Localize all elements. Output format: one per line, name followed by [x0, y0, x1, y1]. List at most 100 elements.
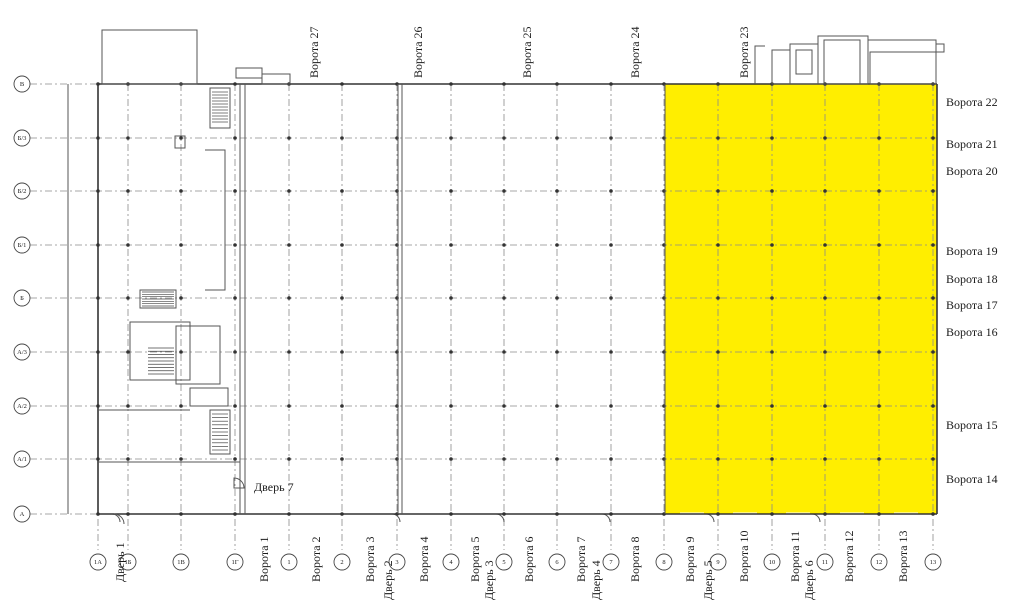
annex-rooms [101, 29, 945, 85]
column-node [179, 404, 183, 408]
door-swing [811, 513, 821, 523]
column-node [877, 404, 881, 408]
column-node [770, 189, 774, 193]
column-node [931, 350, 935, 354]
bottom-opening-label: Ворота 4 [417, 536, 431, 582]
door-swing [705, 513, 715, 523]
column-node [877, 243, 881, 247]
column-node [449, 243, 453, 247]
column-node [823, 350, 827, 354]
bottom-opening-label: Дверь 5 [701, 560, 715, 600]
column-node [823, 136, 827, 140]
column-axis-label: 2 [340, 559, 343, 566]
bottom-opening-label: Ворота 9 [683, 536, 697, 582]
column-node [716, 350, 720, 354]
column-node [609, 136, 613, 140]
column-node [823, 189, 827, 193]
column-node [609, 350, 613, 354]
column-node [716, 189, 720, 193]
column-node [502, 404, 506, 408]
bottom-opening-label: Ворота 11 [788, 531, 802, 582]
column-node [233, 457, 237, 461]
column-node [609, 296, 613, 300]
door-7-label: Дверь 7 [254, 480, 294, 494]
bottom-opening-label: Дверь 3 [482, 560, 496, 600]
column-node [877, 457, 881, 461]
gate-label-right: Ворота 18 [946, 272, 998, 286]
column-node [555, 189, 559, 193]
column-node [233, 243, 237, 247]
column-axis-label: 11 [822, 559, 828, 566]
column-node [877, 296, 881, 300]
gate-label-top: Ворота 26 [411, 26, 425, 78]
bottom-opening-label: Ворота 8 [628, 536, 642, 582]
column-node [502, 136, 506, 140]
column-node [287, 296, 291, 300]
row-axis-bubble [13, 236, 31, 254]
column-node [823, 457, 827, 461]
column-axis-bubble [548, 553, 566, 571]
column-axis-label: 10 [769, 559, 776, 566]
column-node [449, 189, 453, 193]
gate-label-right: Ворота 17 [946, 298, 998, 312]
row-axis-label: Б/3 [18, 135, 27, 142]
column-node [609, 189, 613, 193]
column-node [287, 404, 291, 408]
column-axis-bubble [172, 553, 190, 571]
column-node [716, 243, 720, 247]
stairs [142, 91, 228, 451]
column-axis-bubble [89, 553, 107, 571]
row-axis-label: Б/1 [18, 242, 27, 249]
column-node [609, 243, 613, 247]
column-axis-bubble [119, 553, 137, 571]
column-axis-label: 4 [449, 559, 453, 566]
column-node [877, 189, 881, 193]
column-axis-label: 3 [395, 559, 398, 566]
column-axis-bubble [655, 553, 673, 571]
column-node [340, 457, 344, 461]
column-node [449, 350, 453, 354]
column-node [179, 243, 183, 247]
bottom-opening-label: Ворота 10 [737, 530, 751, 582]
gate-label-right: Ворота 21 [946, 137, 998, 151]
row-axis-label: А/2 [17, 403, 27, 410]
column-node [126, 136, 130, 140]
column-node [555, 136, 559, 140]
column-node [287, 350, 291, 354]
column-node [716, 136, 720, 140]
column-node [770, 243, 774, 247]
column-node [823, 404, 827, 408]
gate-label-top: Ворота 25 [520, 26, 534, 78]
column-node [340, 404, 344, 408]
column-node [555, 243, 559, 247]
column-node [502, 189, 506, 193]
column-node [931, 457, 935, 461]
column-node [931, 243, 935, 247]
bottom-opening-label: Ворота 2 [309, 536, 323, 582]
column-node [823, 243, 827, 247]
row-axis-label: А/1 [17, 456, 27, 463]
bottom-opening-label: Ворота 1 [257, 536, 271, 582]
column-node [931, 136, 935, 140]
column-node [126, 350, 130, 354]
door-swing [601, 513, 611, 523]
column-node [716, 457, 720, 461]
column-axis-bubble [602, 553, 620, 571]
column-axis-bubble [280, 553, 298, 571]
column-node [126, 243, 130, 247]
column-axis-bubble [763, 553, 781, 571]
bottom-opening-label: Дверь 1 [113, 542, 127, 582]
bottom-opening-label: Ворота 12 [842, 530, 856, 582]
gate-label-top: Ворота 24 [628, 26, 642, 78]
column-node [126, 457, 130, 461]
door-swing [391, 513, 401, 523]
highlighted-area[interactable] [665, 84, 937, 514]
column-node [502, 457, 506, 461]
column-axis-label: 1А [94, 559, 102, 566]
bottom-opening-label: Дверь 6 [802, 560, 816, 600]
column-node [931, 296, 935, 300]
bottom-opening-label: Ворота 13 [896, 530, 910, 582]
column-node [126, 296, 130, 300]
row-axis-label: В [20, 81, 25, 88]
